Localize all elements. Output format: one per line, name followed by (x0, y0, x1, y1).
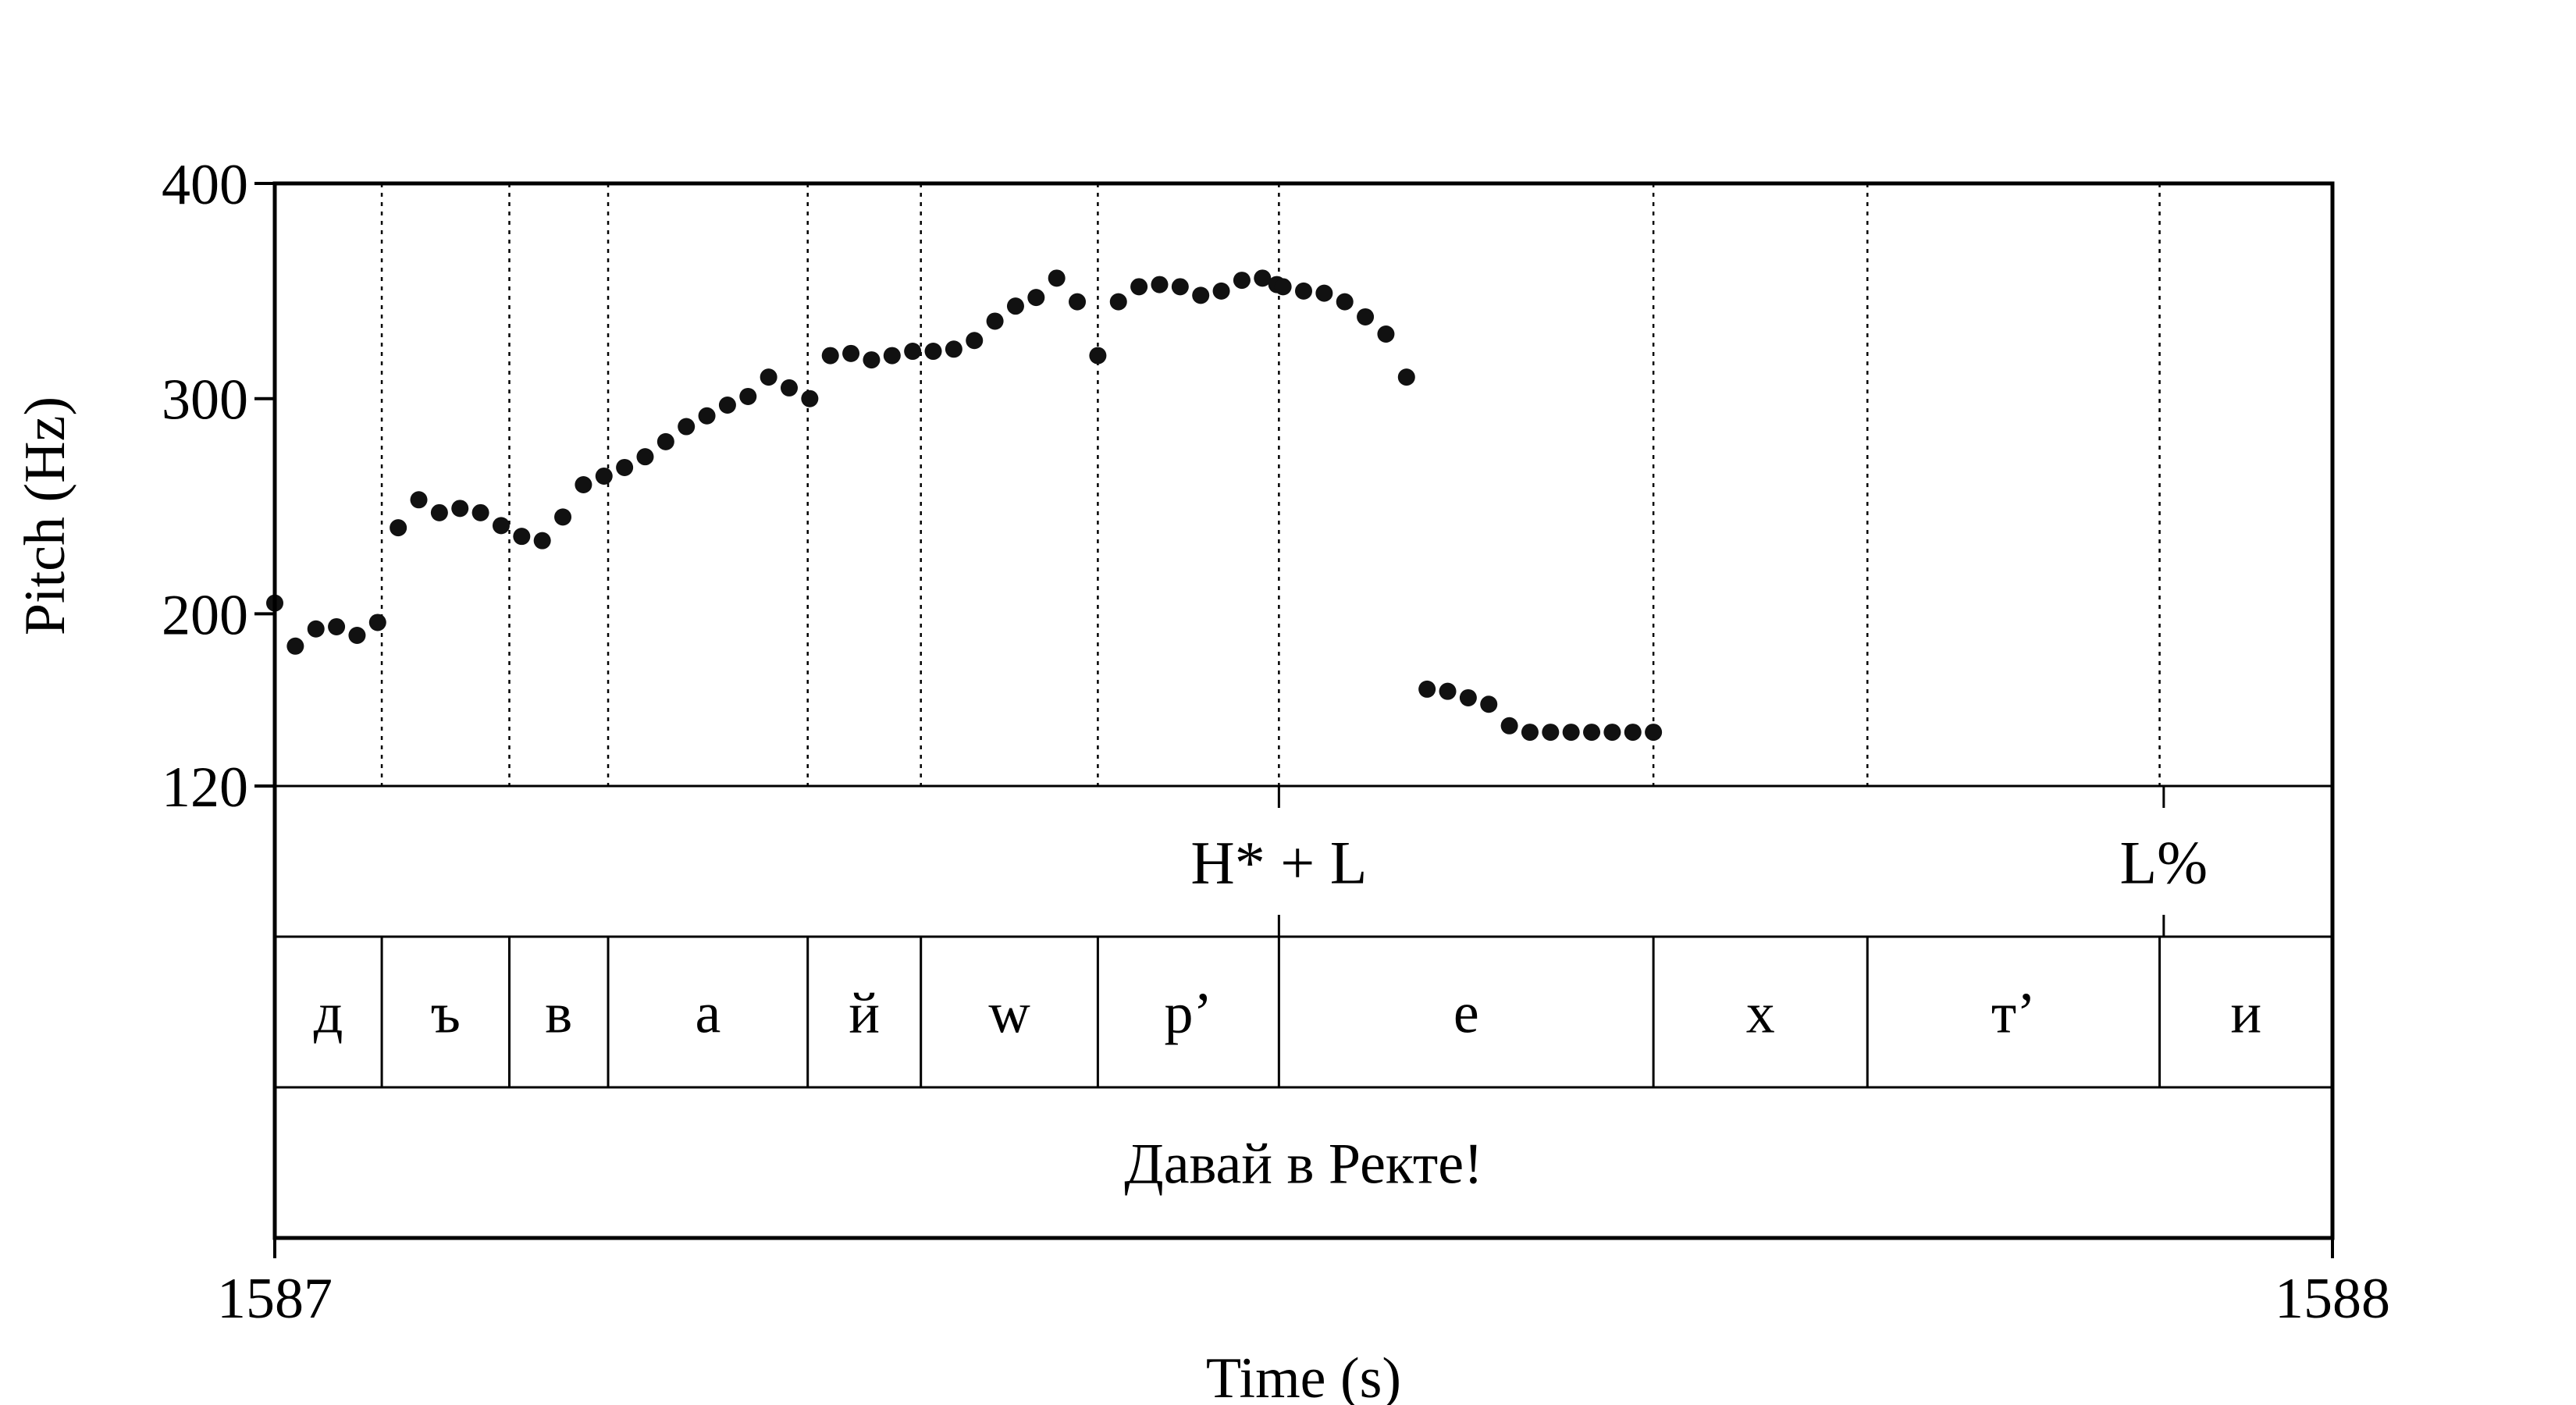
pitch-point (1274, 278, 1292, 296)
pitch-point (698, 407, 716, 425)
pitch-point (513, 528, 531, 546)
pitch-point (801, 389, 819, 407)
pitch-point (471, 503, 489, 521)
pitch-point (781, 379, 798, 397)
x-tick-label: 1587 (217, 1267, 333, 1331)
segment-label: т’ (1991, 982, 2036, 1046)
y-axis-title: Pitch (Hz) (13, 397, 77, 635)
pitch-point (328, 617, 346, 635)
pitch-point (1048, 269, 1066, 287)
pitch-point (1027, 289, 1045, 307)
pitch-point (760, 368, 777, 386)
pitch-point (986, 312, 1004, 330)
pitch-point (924, 343, 942, 361)
pitch-point (636, 448, 654, 466)
pitch-point (1171, 278, 1189, 296)
segment-label: х (1746, 982, 1775, 1046)
x-axis-title: Time (s) (1206, 1346, 1401, 1405)
pitch-point (1315, 284, 1333, 302)
pitch-point (842, 344, 860, 362)
pitch-point (1069, 293, 1087, 311)
pitch-point (410, 491, 428, 509)
plot-layer: H* + L L% д ъ в а й w р’ е х т’ и Давай в Ректе! 120 20… (162, 153, 2390, 1331)
pitch-point (821, 347, 839, 365)
pitch-point (1233, 272, 1251, 290)
segment-label: р’ (1165, 982, 1213, 1046)
y-tick-label: 120 (162, 756, 248, 820)
pitch-point (1542, 724, 1560, 742)
pitch-point (1603, 724, 1621, 742)
pitch-point (1295, 282, 1312, 300)
pitch-point (1357, 308, 1375, 325)
pitch-point (1151, 276, 1169, 293)
pitch-point (451, 500, 469, 518)
pitch-point (718, 396, 736, 414)
y-tick-label: 300 (162, 368, 248, 432)
pitch-point (966, 332, 984, 350)
pitch-point (616, 458, 634, 476)
pitch-point (863, 351, 881, 369)
pitch-point (1336, 293, 1354, 311)
pitch-point (286, 637, 304, 655)
pitch-point (883, 347, 901, 365)
pitch-point (575, 476, 592, 493)
pitch-point (533, 532, 551, 550)
pitch-point (1397, 368, 1415, 386)
pitch-point (945, 340, 962, 358)
pitch-point (595, 467, 613, 485)
segment-label: в (545, 982, 572, 1046)
pitch-point (348, 627, 366, 644)
pitch-point (430, 503, 448, 521)
pitch-point (1480, 695, 1498, 713)
tone-label: H* + L (1190, 829, 1367, 897)
pitch-point (390, 519, 407, 537)
pitch-point (656, 432, 674, 450)
pitch-point (1254, 269, 1272, 287)
pitch-point (1521, 724, 1539, 742)
segment-label: й (849, 982, 880, 1046)
sentence-label: Давай в Ректе! (1124, 1133, 1483, 1197)
tone-label: L% (2120, 829, 2208, 897)
pitch-point (1212, 282, 1230, 300)
segment-label: д (314, 982, 343, 1046)
pitch-point (1418, 680, 1436, 698)
pitch-point (1006, 297, 1024, 315)
y-tick-label: 200 (162, 583, 248, 647)
pitch-point (368, 614, 386, 631)
segment-label: и (2230, 982, 2261, 1046)
segment-label: а (695, 982, 720, 1046)
pitch-point (1645, 724, 1663, 742)
pitch-point (904, 343, 922, 361)
segment-label: w (988, 982, 1030, 1046)
pitch-point (1624, 724, 1642, 742)
pitch-point (1109, 293, 1127, 311)
pitch-point (1089, 347, 1107, 365)
pitch-point (1583, 724, 1601, 742)
segment-label: ъ (431, 982, 461, 1046)
pitch-point (1377, 325, 1395, 343)
pitch-point (1459, 688, 1477, 706)
pitch-point (1500, 717, 1518, 735)
pitch-point (1192, 286, 1210, 304)
pitch-point (307, 620, 325, 638)
y-tick-label: 400 (162, 153, 248, 217)
pitch-point (739, 387, 757, 405)
pitch-point (554, 508, 572, 526)
pitch-point (1562, 724, 1580, 742)
pitch-point (1130, 278, 1148, 296)
x-tick-label: 1588 (2275, 1267, 2390, 1331)
pitch-point (678, 418, 696, 436)
pitch-point (1439, 682, 1457, 700)
segment-label: е (1453, 982, 1479, 1046)
pitch-point (492, 517, 510, 535)
plot-frame (272, 181, 2335, 1240)
